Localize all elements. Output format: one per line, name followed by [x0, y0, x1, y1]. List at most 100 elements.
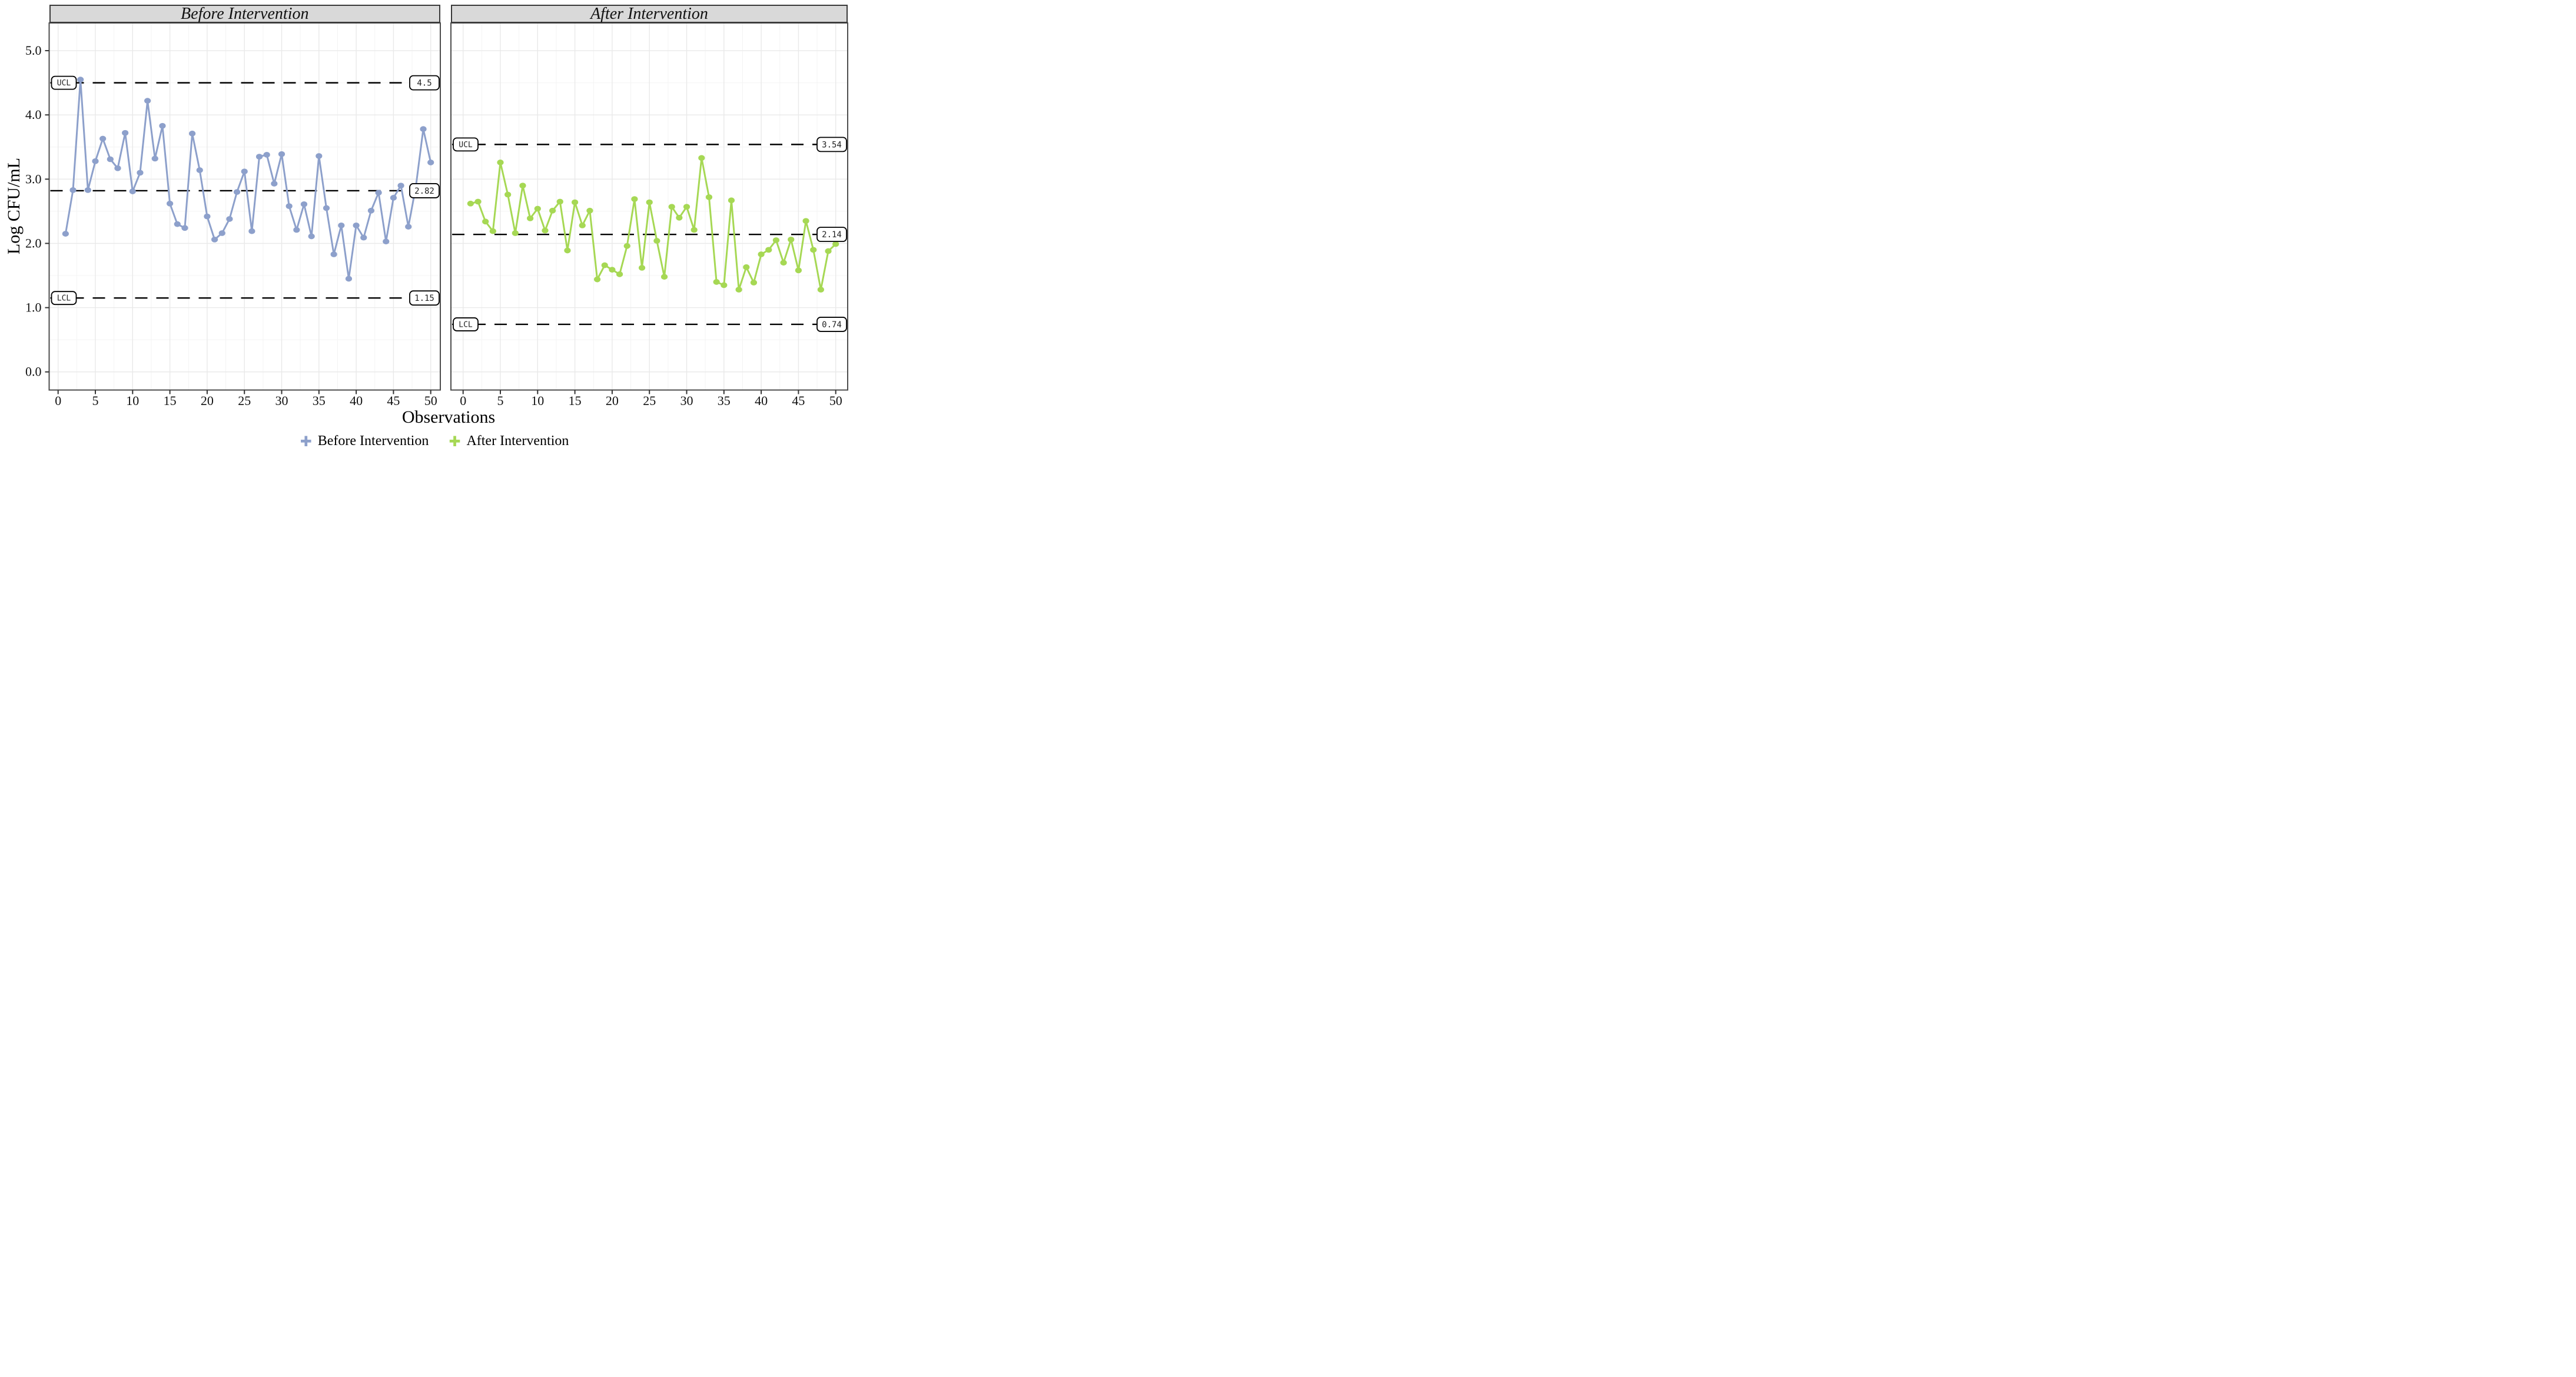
data-point[interactable]: [367, 207, 375, 214]
data-point[interactable]: [405, 224, 412, 230]
data-point[interactable]: [780, 260, 787, 266]
data-point[interactable]: [137, 170, 144, 176]
data-point[interactable]: [293, 227, 300, 233]
data-point[interactable]: [420, 126, 427, 132]
data-point[interactable]: [338, 222, 345, 228]
data-point[interactable]: [241, 168, 248, 175]
data-point[interactable]: [397, 183, 404, 189]
data-point[interactable]: [151, 155, 158, 162]
data-point[interactable]: [572, 199, 579, 205]
data-point[interactable]: [638, 265, 646, 271]
data-point[interactable]: [375, 190, 382, 196]
data-point[interactable]: [489, 228, 496, 234]
data-point[interactable]: [77, 77, 84, 83]
data-point[interactable]: [825, 248, 832, 254]
data-point[interactable]: [609, 267, 616, 273]
data-point[interactable]: [653, 238, 660, 244]
data-point[interactable]: [512, 230, 519, 236]
data-point[interactable]: [353, 222, 360, 228]
data-point[interactable]: [84, 187, 91, 193]
data-point[interactable]: [713, 279, 720, 285]
data-point[interactable]: [308, 233, 315, 240]
data-point[interactable]: [69, 187, 77, 193]
data-point[interactable]: [467, 200, 474, 207]
data-point[interactable]: [383, 238, 390, 245]
data-point[interactable]: [204, 213, 211, 220]
data-point[interactable]: [721, 282, 728, 288]
data-point[interactable]: [832, 241, 839, 247]
data-point[interactable]: [345, 276, 353, 282]
data-point[interactable]: [107, 156, 114, 162]
data-point[interactable]: [676, 214, 683, 221]
data-point[interactable]: [623, 243, 630, 249]
data-point[interactable]: [181, 225, 188, 231]
data-point[interactable]: [668, 204, 675, 210]
data-point[interactable]: [743, 264, 750, 270]
data-point[interactable]: [263, 151, 270, 158]
data-point[interactable]: [122, 130, 129, 136]
data-point[interactable]: [660, 274, 668, 280]
data-point[interactable]: [586, 207, 593, 214]
data-point[interactable]: [316, 153, 323, 159]
data-point[interactable]: [211, 236, 218, 243]
data-point[interactable]: [504, 191, 512, 198]
data-point[interactable]: [92, 158, 99, 164]
data-point[interactable]: [129, 188, 136, 194]
data-point[interactable]: [683, 204, 691, 210]
data-point[interactable]: [601, 262, 608, 268]
data-point[interactable]: [728, 197, 735, 204]
data-point[interactable]: [174, 221, 181, 227]
data-point[interactable]: [188, 130, 196, 137]
data-point[interactable]: [255, 154, 263, 160]
data-point[interactable]: [144, 98, 151, 104]
data-point[interactable]: [698, 155, 705, 161]
data-point[interactable]: [542, 227, 549, 234]
data-point[interactable]: [114, 165, 121, 171]
data-point[interactable]: [226, 216, 233, 222]
data-point[interactable]: [233, 189, 241, 195]
data-point[interactable]: [772, 237, 780, 243]
data-point[interactable]: [497, 160, 504, 165]
data-point[interactable]: [300, 201, 308, 207]
data-point[interactable]: [549, 207, 556, 214]
data-point[interactable]: [427, 160, 434, 165]
data-point[interactable]: [99, 135, 107, 142]
data-point[interactable]: [616, 271, 623, 277]
data-point[interactable]: [248, 228, 255, 234]
data-point[interactable]: [631, 196, 638, 203]
data-point[interactable]: [705, 194, 713, 200]
data-point[interactable]: [330, 251, 337, 257]
data-point[interactable]: [482, 218, 489, 225]
data-point[interactable]: [323, 205, 330, 211]
data-point[interactable]: [593, 276, 601, 283]
data-point[interactable]: [788, 236, 795, 243]
data-point[interactable]: [360, 234, 367, 241]
data-point[interactable]: [271, 181, 278, 187]
x-tick-label: 30: [680, 393, 693, 408]
data-point[interactable]: [218, 230, 225, 236]
data-point[interactable]: [579, 222, 586, 228]
data-point[interactable]: [802, 218, 809, 224]
data-point[interactable]: [527, 215, 534, 221]
data-point[interactable]: [735, 287, 742, 293]
data-point[interactable]: [278, 151, 286, 157]
data-point[interactable]: [286, 203, 293, 210]
data-point[interactable]: [750, 280, 758, 286]
data-point[interactable]: [556, 198, 563, 205]
data-point[interactable]: [534, 205, 541, 212]
data-point[interactable]: [810, 247, 817, 253]
data-point[interactable]: [159, 122, 166, 129]
data-point[interactable]: [564, 247, 571, 254]
data-point[interactable]: [196, 167, 203, 173]
data-point[interactable]: [795, 267, 802, 274]
data-point[interactable]: [817, 287, 824, 293]
data-point[interactable]: [519, 183, 526, 189]
data-point[interactable]: [765, 247, 772, 253]
data-point[interactable]: [691, 227, 698, 233]
data-point[interactable]: [167, 200, 174, 207]
data-point[interactable]: [474, 198, 482, 205]
data-point[interactable]: [390, 195, 397, 201]
data-point[interactable]: [646, 199, 653, 205]
data-point[interactable]: [758, 251, 765, 257]
data-point[interactable]: [62, 231, 69, 237]
